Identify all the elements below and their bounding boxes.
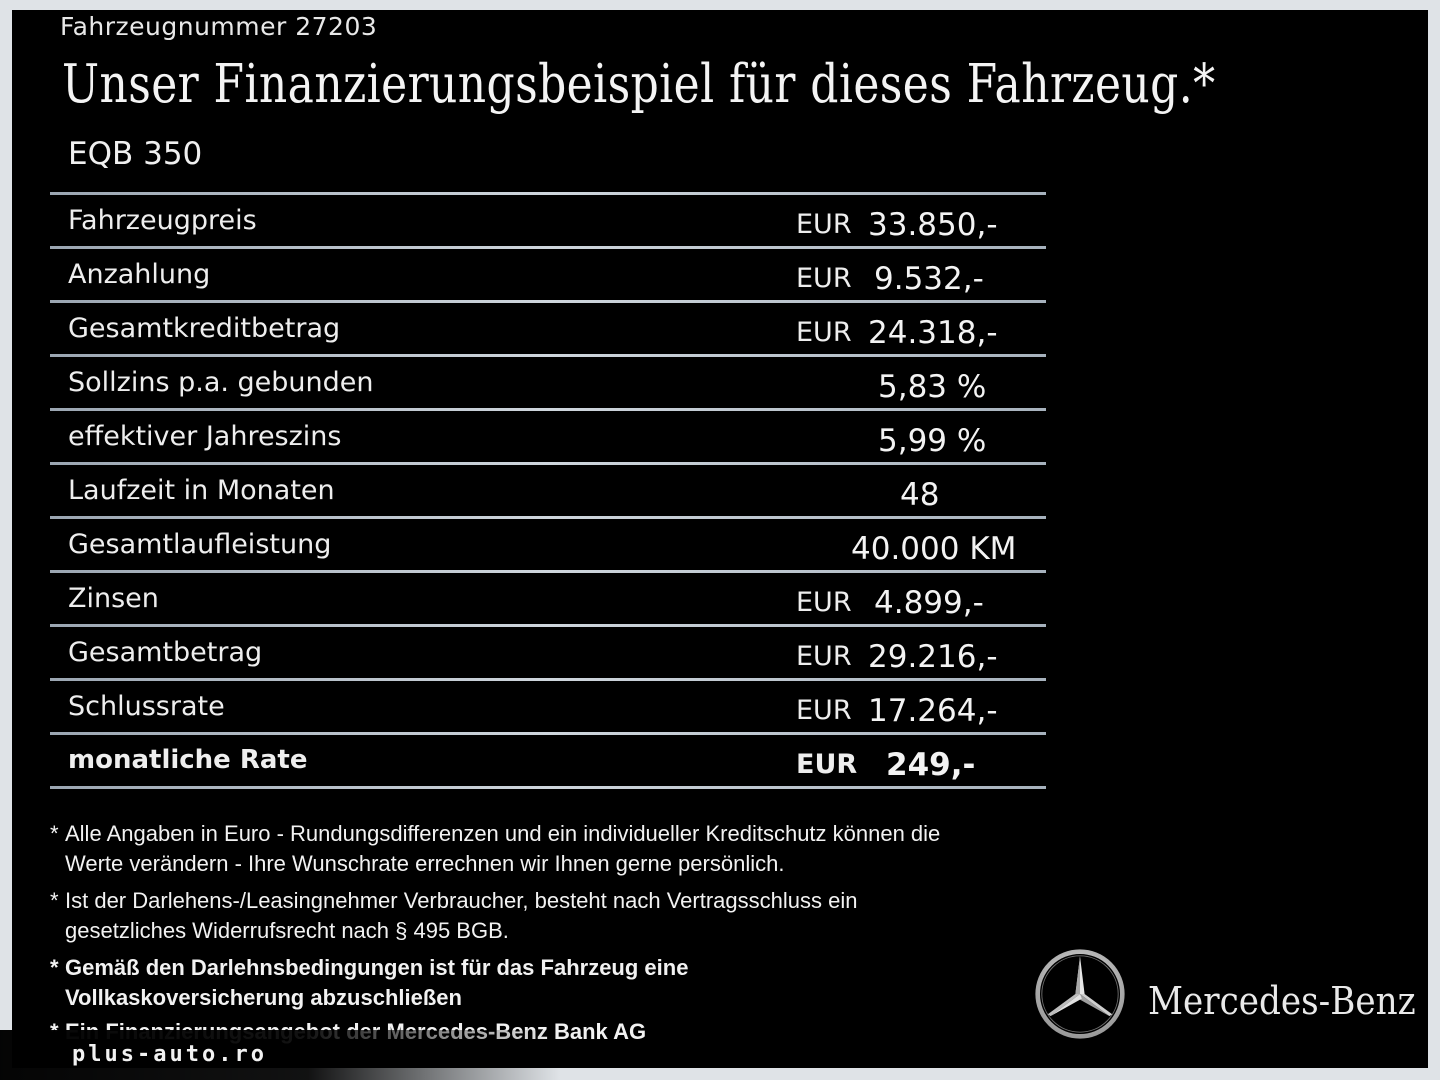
table-row-gesamtlaufleistung: Gesamtlaufleistung 40.000 KM — [50, 519, 1046, 570]
row-label: Gesamtkreditbetrag — [68, 313, 341, 344]
finance-table: Fahrzeugpreis EUR 33.850,- Anzahlung EUR… — [50, 192, 1046, 789]
table-row-anzahlung: Anzahlung EUR 9.532,- — [50, 249, 1046, 300]
table-divider — [50, 570, 1046, 573]
table-divider — [50, 786, 1046, 789]
row-value: 249,- — [886, 747, 976, 783]
footnote-line: gesetzliches Widerrufsrecht nach § 495 B… — [65, 918, 509, 943]
vehicle-number: Fahrzeugnummer 27203 — [60, 12, 378, 41]
row-label: Anzahlung — [68, 259, 211, 290]
row-label: Zinsen — [68, 583, 159, 614]
row-label: monatliche Rate — [68, 745, 308, 775]
row-label: Fahrzeugpreis — [68, 205, 257, 236]
footnote-line: Vollkaskoversicherung abzuschließen — [65, 985, 462, 1010]
table-divider — [50, 732, 1046, 735]
table-row-schlussrate: Schlussrate EUR 17.264,- — [50, 681, 1046, 732]
row-label: Gesamtbetrag — [68, 637, 263, 668]
row-label: Laufzeit in Monaten — [68, 475, 335, 506]
vehicle-model: EQB 350 — [68, 136, 203, 172]
table-row-gesamtkreditbetrag: Gesamtkreditbetrag EUR 24.318,- — [50, 303, 1046, 354]
row-value: 33.850,- — [868, 207, 998, 243]
row-value: 9.532,- — [874, 261, 984, 297]
row-currency: EUR — [796, 263, 852, 294]
brand-name: Mercedes-Benz — [1148, 979, 1416, 1023]
footnote: * Ist der Darlehens-/Leasingnehmer Verbr… — [50, 886, 857, 946]
row-currency: EUR — [796, 641, 852, 672]
watermark-band — [0, 1030, 560, 1080]
footnote: * Gemäß den Darlehnsbedingungen ist für … — [50, 953, 688, 1013]
row-currency: EUR — [796, 209, 852, 240]
footnote-marker: * — [50, 955, 59, 980]
row-currency: EUR — [796, 749, 858, 780]
table-row-fahrzeugpreis: Fahrzeugpreis EUR 33.850,- — [50, 195, 1046, 246]
row-value: 29.216,- — [868, 639, 998, 675]
row-currency: EUR — [796, 695, 852, 726]
watermark: plus-auto.ro — [72, 1042, 267, 1067]
footnote-line: Gemäß den Darlehnsbedingungen ist für da… — [65, 955, 689, 980]
footnote-line: Werte verändern - Ihre Wunschrate errech… — [65, 851, 785, 876]
row-value: 40.000 KM — [851, 531, 1017, 567]
row-currency: EUR — [796, 587, 852, 618]
table-divider — [50, 246, 1046, 249]
row-label: Gesamtlaufleistung — [68, 529, 332, 560]
table-row-gesamtbetrag: Gesamtbetrag EUR 29.216,- — [50, 627, 1046, 678]
row-value: 4.899,- — [874, 585, 984, 621]
row-value: 17.264,- — [868, 693, 998, 729]
row-label: effektiver Jahreszins — [68, 421, 342, 452]
footnote-marker: * — [50, 888, 59, 913]
finance-slide: Fahrzeugnummer 27203 Unser Finanzierungs… — [12, 10, 1428, 1068]
row-currency: EUR — [796, 317, 852, 348]
table-divider — [50, 516, 1046, 519]
row-value: 5,99 % — [878, 423, 987, 459]
row-label: Sollzins p.a. gebunden — [68, 367, 374, 398]
table-row-zinsen: Zinsen EUR 4.899,- — [50, 573, 1046, 624]
table-row-laufzeit: Laufzeit in Monaten 48 — [50, 465, 1046, 516]
row-label: Schlussrate — [68, 691, 225, 722]
table-divider — [50, 678, 1046, 681]
table-divider — [50, 624, 1046, 627]
footnote-line: Alle Angaben in Euro - Rundungsdifferenz… — [65, 821, 941, 846]
table-divider — [50, 462, 1046, 465]
row-value: 48 — [900, 477, 940, 513]
table-row-effektiver-jahreszins: effektiver Jahreszins 5,99 % — [50, 411, 1046, 462]
row-value: 24.318,- — [868, 315, 998, 351]
table-divider — [50, 300, 1046, 303]
footnote-marker: * — [50, 821, 59, 846]
table-divider — [50, 408, 1046, 411]
table-divider — [50, 192, 1046, 195]
row-value: 5,83 % — [878, 369, 987, 405]
table-row-monatliche-rate: monatliche Rate EUR 249,- — [50, 735, 1046, 786]
table-divider — [50, 354, 1046, 357]
mercedes-star-icon — [1035, 949, 1125, 1039]
table-row-sollzins: Sollzins p.a. gebunden 5,83 % — [50, 357, 1046, 408]
page-title: Unser Finanzierungsbeispiel für dieses F… — [62, 54, 1216, 115]
footnote-line: Ist der Darlehens-/Leasingnehmer Verbrau… — [65, 888, 858, 913]
footnote: * Alle Angaben in Euro - Rundungsdiffere… — [50, 819, 940, 879]
